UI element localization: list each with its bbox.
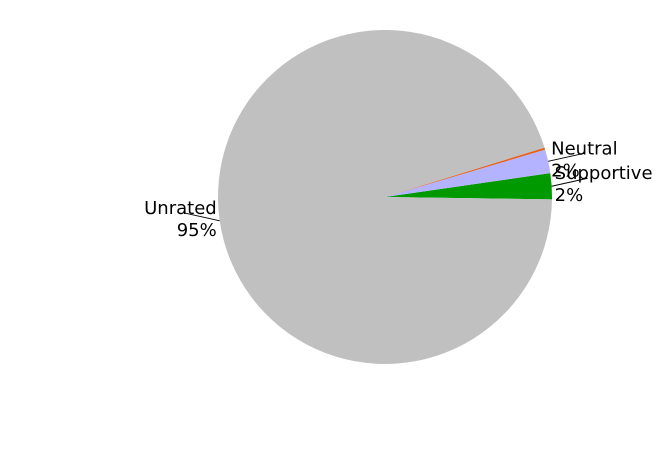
slice-percent-unrated: 95% [177,220,217,241]
slice-label-supportive: Supportive [555,163,653,184]
label-leader-lines [183,152,588,222]
slice-label-unrated: Unrated [144,198,217,219]
pie-slice-neutral [385,149,551,197]
pie-slice-supportive [385,173,552,200]
leader-line-unrated [183,212,220,222]
pie-slice-other-2 [385,147,546,197]
slice-percent-supportive: 2% [555,185,584,206]
leader-line-supportive [551,177,588,187]
slice-percent-neutral: 2% [551,160,580,181]
pie-slices [217,29,552,364]
pie-slice-unrated [217,29,552,364]
leader-line-neutral [548,152,585,162]
slice-label-neutral: Neutral [551,138,617,159]
